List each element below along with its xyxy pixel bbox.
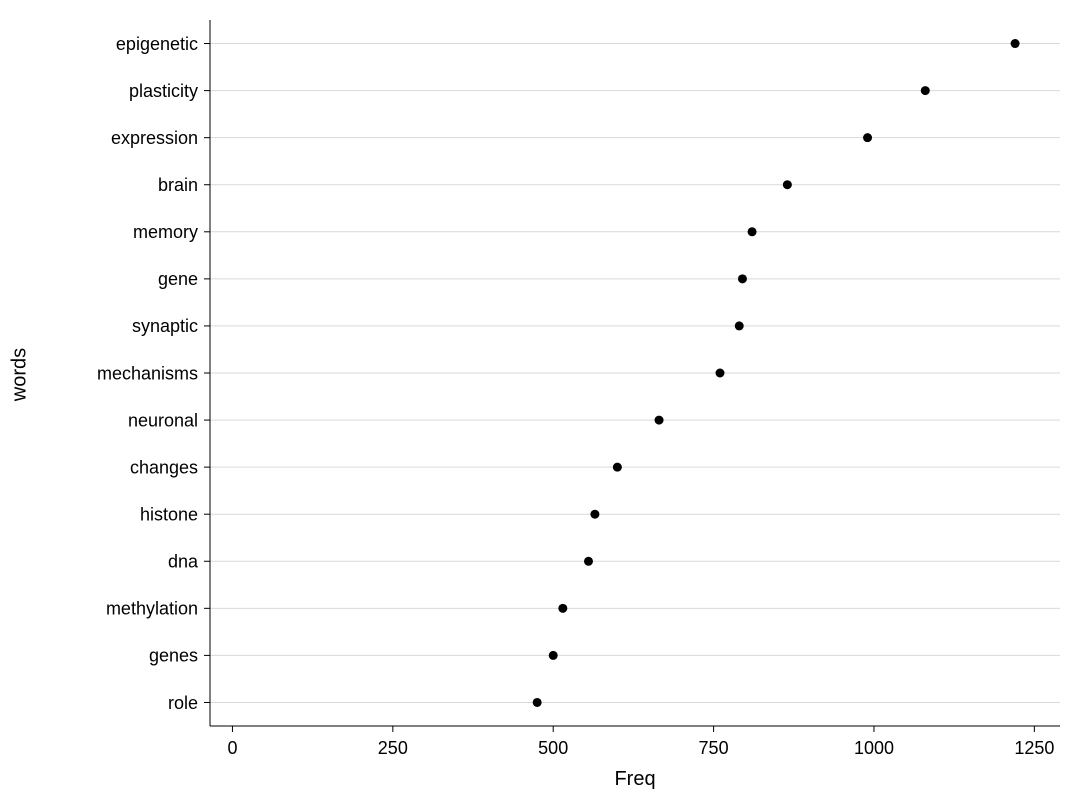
data-point [1011, 39, 1020, 48]
data-point [716, 369, 725, 378]
y-tick-label: genes [149, 646, 198, 666]
data-point [613, 463, 622, 472]
x-tick-label: 0 [227, 738, 237, 758]
data-point [549, 651, 558, 660]
data-point [590, 510, 599, 519]
y-tick-label: changes [130, 457, 198, 477]
x-tick-label: 750 [699, 738, 729, 758]
data-point [738, 274, 747, 283]
y-tick-label: plasticity [129, 81, 198, 101]
y-tick-label: brain [158, 175, 198, 195]
lollipop-chart: 0 250 500 750 1000 1250 epigenetic plasticity ex… [0, 0, 1080, 806]
y-tick-label: synaptic [132, 316, 198, 336]
x-tick-label: 1000 [854, 738, 894, 758]
data-point [783, 180, 792, 189]
data-point [921, 86, 930, 95]
y-tick-label: expression [111, 128, 198, 148]
y-tick-label: role [168, 693, 198, 713]
data-point [584, 557, 593, 566]
y-axis-title: words [9, 22, 32, 728]
data-point [735, 321, 744, 330]
y-tick-label: methylation [106, 599, 198, 619]
y-tick-label: dna [168, 552, 199, 572]
x-axis-title: Freq [210, 768, 1060, 791]
data-point [533, 698, 542, 707]
x-tick-label: 250 [378, 738, 408, 758]
y-tick-label: neuronal [128, 410, 198, 430]
y-tick-label: mechanisms [97, 363, 198, 383]
y-tick-label: gene [158, 269, 198, 289]
data-point [558, 604, 567, 613]
y-tick-label: histone [140, 505, 198, 525]
y-tick-label: memory [133, 222, 198, 242]
data-point [748, 227, 757, 236]
x-tick-label: 1250 [1014, 738, 1054, 758]
x-tick-label: 500 [538, 738, 568, 758]
data-point [655, 416, 664, 425]
y-tick-label: epigenetic [116, 34, 198, 54]
data-point [863, 133, 872, 142]
chart-container: 0 250 500 750 1000 1250 epigenetic plasticity ex… [0, 0, 1080, 806]
